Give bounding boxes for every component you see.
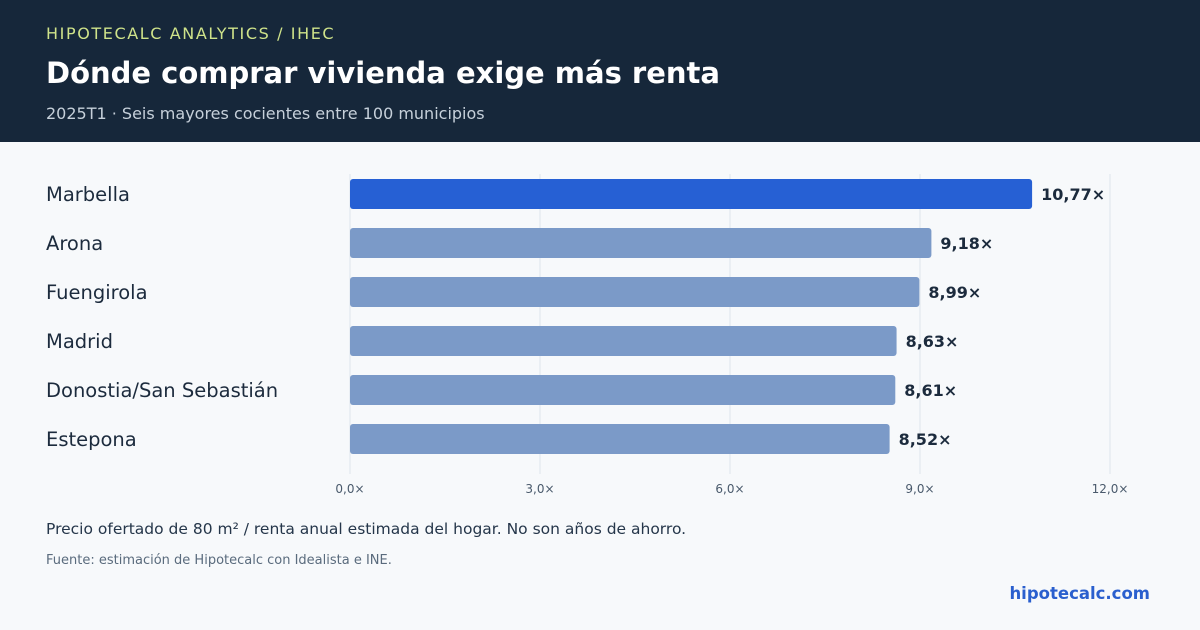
x-tick-label: 0,0× xyxy=(335,482,364,496)
bar xyxy=(350,277,920,307)
category-label: Marbella xyxy=(46,183,130,206)
source-note: Fuente: estimación de Hipotecalc con Ide… xyxy=(46,553,392,568)
bar xyxy=(350,326,897,356)
value-label: 8,99× xyxy=(928,283,981,302)
value-label: 8,52× xyxy=(899,430,952,449)
bar xyxy=(350,375,896,405)
category-label: Madrid xyxy=(46,330,113,353)
category-label: Donostia/San Sebastián xyxy=(46,379,278,402)
x-tick-label: 12,0× xyxy=(1092,482,1129,496)
x-tick-label: 6,0× xyxy=(715,482,744,496)
header-banner: HIPOTECALC ANALYTICS / IHEC Dónde compra… xyxy=(0,0,1200,142)
bar-chart: 0,0× 3,0× 6,0× 9,0× 12,0× Marbella 10,77× Arona… xyxy=(46,174,1129,496)
value-label: 8,63× xyxy=(906,332,959,351)
chart-title: Dónde comprar vivienda exige más renta xyxy=(46,56,720,90)
x-tick-label: 9,0× xyxy=(905,482,934,496)
value-label: 10,77× xyxy=(1041,185,1105,204)
category-label: Fuengirola xyxy=(46,281,148,304)
category-label: Arona xyxy=(46,232,103,255)
brand-link[interactable]: hipotecalc.com xyxy=(1009,584,1150,603)
category-label: Estepona xyxy=(46,428,137,451)
value-label: 9,18× xyxy=(940,234,993,253)
bar xyxy=(350,228,932,258)
value-label: 8,61× xyxy=(904,381,957,400)
chart-subtitle: 2025T1 · Seis mayores cocientes entre 10… xyxy=(46,104,485,123)
x-tick-label: 3,0× xyxy=(525,482,554,496)
chart-note: Precio ofertado de 80 m² / renta anual e… xyxy=(46,520,687,538)
bar xyxy=(350,179,1033,209)
bar xyxy=(350,424,890,454)
kicker-label: HIPOTECALC ANALYTICS / IHEC xyxy=(46,24,336,43)
